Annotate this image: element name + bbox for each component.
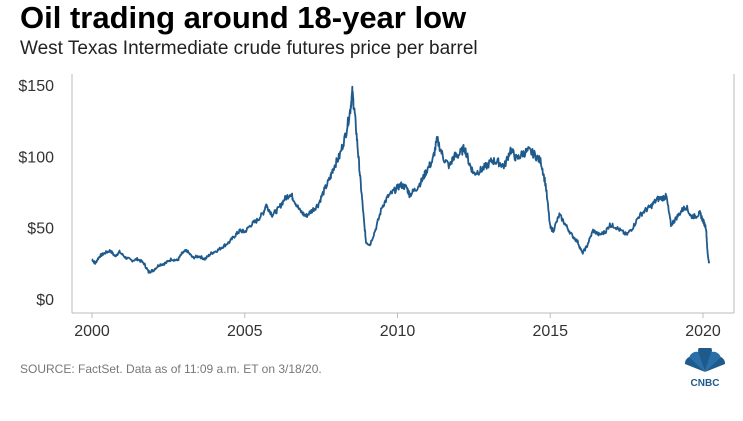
- x-tick-label: 2000: [74, 323, 110, 340]
- x-tick-label: 2020: [685, 323, 721, 340]
- x-tick-label: 2010: [380, 323, 416, 340]
- chart-title: Oil trading around 18-year low: [20, 0, 467, 35]
- x-tick-label: 2015: [532, 323, 568, 340]
- chart-subtitle: West Texas Intermediate crude futures pr…: [20, 38, 478, 59]
- y-tick-label: $50: [27, 221, 54, 238]
- source-note: SOURCE: FactSet. Data as of 11:09 a.m. E…: [20, 362, 322, 376]
- cnbc-peacock-logo-icon: CNBC: [684, 348, 726, 388]
- y-tick-label: $100: [18, 149, 54, 166]
- logo-text: CNBC: [691, 378, 720, 388]
- y-tick-label: $0: [36, 292, 54, 309]
- y-tick-label: $150: [18, 78, 54, 95]
- x-tick-label: 2005: [227, 323, 263, 340]
- price-series-line: [91, 85, 710, 274]
